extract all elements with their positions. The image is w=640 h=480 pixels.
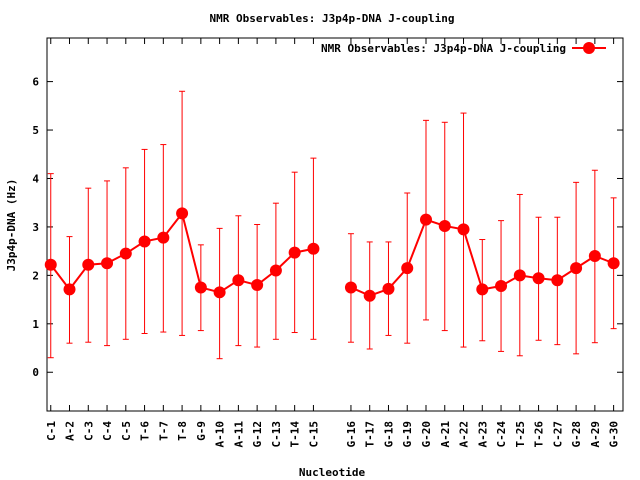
x-tick-label: C-13 <box>270 421 283 448</box>
x-tick-label: A-21 <box>439 421 452 448</box>
y-tick-label: 3 <box>32 221 39 234</box>
x-tick-label: C-15 <box>307 421 320 448</box>
x-tick-label: A-2 <box>64 421 77 441</box>
error-bars <box>47 90 617 360</box>
x-tick-label: G-19 <box>401 421 414 448</box>
series-lines <box>49 211 614 297</box>
x-axis-label: Nucleotide <box>299 466 366 479</box>
x-tick-label: T-8 <box>176 421 189 441</box>
data-point <box>251 279 264 292</box>
data-point <box>138 235 151 248</box>
x-tick-label: T-14 <box>289 421 302 448</box>
x-tick-label: T-26 <box>533 421 546 448</box>
x-tick-label: G-30 <box>608 421 621 448</box>
data-point <box>213 286 226 299</box>
plot-border <box>46 37 624 412</box>
data-point <box>588 249 601 262</box>
x-tick-label: C-3 <box>82 421 95 441</box>
data-point <box>570 262 583 275</box>
data-point <box>101 257 114 270</box>
data-point <box>495 280 508 293</box>
data-point <box>269 264 282 277</box>
x-tick-label: C-5 <box>120 421 133 441</box>
legend-label: NMR Observables: J3p4p-DNA J-coupling <box>321 42 566 55</box>
x-tick-label: C-4 <box>101 421 114 441</box>
data-point <box>551 274 564 287</box>
x-tick-label: G-12 <box>251 421 264 448</box>
x-tick-label: T-17 <box>364 421 377 448</box>
x-tick-label: C-24 <box>495 421 508 448</box>
x-tick-label: G-20 <box>420 421 433 448</box>
data-point <box>438 219 451 232</box>
chart-title: NMR Observables: J3p4p-DNA J-coupling <box>209 12 454 25</box>
y-tick-label: 5 <box>32 124 39 137</box>
data-point <box>457 223 470 236</box>
y-tick-label: 2 <box>32 269 39 282</box>
data-point <box>401 262 414 275</box>
legend: NMR Observables: J3p4p-DNA J-coupling <box>321 42 606 55</box>
y-axis: 0 1 2 3 4 5 6 <box>32 76 623 379</box>
data-point <box>176 207 189 220</box>
x-tick-label: T-25 <box>514 421 527 448</box>
x-axis: C-1 A-2 C-3 C-4 C-5 T-6 T-7 T-8 G-9 A-10 A-11 G-12 C… <box>45 38 621 448</box>
data-point <box>288 246 301 259</box>
x-tick-label: G-9 <box>195 421 208 441</box>
data-point <box>419 213 432 226</box>
x-tick-label: A-22 <box>458 421 471 448</box>
legend-marker <box>583 42 595 54</box>
y-tick-label: 0 <box>32 366 39 379</box>
data-point <box>513 269 526 282</box>
series-points <box>44 207 620 302</box>
data-point <box>476 283 489 296</box>
data-point <box>344 281 357 294</box>
x-tick-label: A-23 <box>476 421 489 448</box>
x-tick-label: A-29 <box>589 421 602 448</box>
y-tick-label: 1 <box>32 318 39 331</box>
x-tick-label: A-11 <box>232 421 245 448</box>
x-tick-label: T-7 <box>157 421 170 441</box>
x-tick-label: G-28 <box>570 421 583 448</box>
plot-area <box>46 37 624 412</box>
data-point <box>307 242 320 255</box>
data-point <box>382 282 395 295</box>
data-point <box>63 283 76 296</box>
data-point <box>363 289 376 302</box>
x-tick-label: G-18 <box>382 421 395 448</box>
data-point <box>82 258 95 271</box>
data-point <box>44 258 57 271</box>
x-tick-label: C-1 <box>45 421 58 441</box>
data-point <box>194 281 207 294</box>
data-point <box>119 247 132 260</box>
x-tick-label: C-27 <box>551 421 564 448</box>
y-tick-label: 6 <box>32 76 39 89</box>
data-point <box>532 272 545 285</box>
y-tick-label: 4 <box>32 172 39 185</box>
x-tick-label: A-10 <box>214 421 227 448</box>
data-point <box>607 257 620 270</box>
data-point <box>157 231 170 244</box>
y-axis-label: J3p4p-DNA (Hz) <box>5 179 18 272</box>
data-point <box>232 274 245 287</box>
x-tick-label: G-16 <box>345 421 358 448</box>
x-tick-label: T-6 <box>139 421 152 441</box>
